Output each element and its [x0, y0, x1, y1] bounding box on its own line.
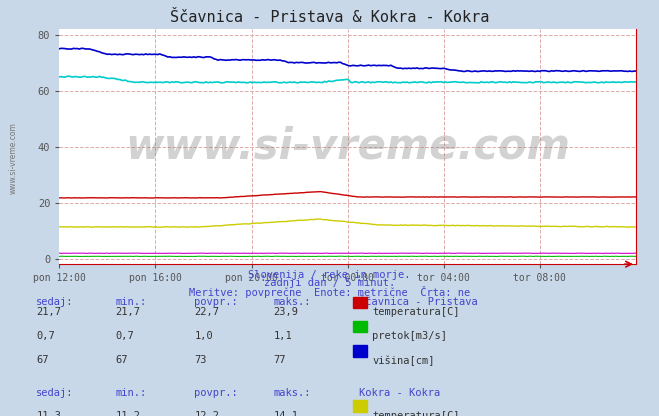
Text: www.si-vreme.com: www.si-vreme.com [125, 126, 570, 168]
Text: 67: 67 [115, 355, 128, 365]
Text: 1,0: 1,0 [194, 331, 213, 341]
Text: povpr.:: povpr.: [194, 297, 238, 307]
Text: 0,7: 0,7 [36, 331, 55, 341]
Text: 11,2: 11,2 [115, 411, 140, 416]
Text: 0,7: 0,7 [115, 331, 134, 341]
Text: sedaj:: sedaj: [36, 388, 74, 398]
Text: Slovenija / reke in morje.: Slovenija / reke in morje. [248, 270, 411, 280]
Text: zadnji dan / 5 minut.: zadnji dan / 5 minut. [264, 278, 395, 288]
Text: 1,1: 1,1 [273, 331, 292, 341]
Text: povpr.:: povpr.: [194, 388, 238, 398]
Text: 73: 73 [194, 355, 207, 365]
Text: www.si-vreme.com: www.si-vreme.com [9, 122, 18, 194]
Text: višina[cm]: višina[cm] [372, 355, 435, 366]
Text: Kokra - Kokra: Kokra - Kokra [359, 388, 440, 398]
Text: temperatura[C]: temperatura[C] [372, 307, 460, 317]
Text: min.:: min.: [115, 388, 146, 398]
Text: maks.:: maks.: [273, 297, 311, 307]
Text: 77: 77 [273, 355, 286, 365]
Text: temperatura[C]: temperatura[C] [372, 411, 460, 416]
Text: 11,3: 11,3 [36, 411, 61, 416]
Text: 12,2: 12,2 [194, 411, 219, 416]
Text: min.:: min.: [115, 297, 146, 307]
Text: 23,9: 23,9 [273, 307, 299, 317]
Text: sedaj:: sedaj: [36, 297, 74, 307]
Text: 21,7: 21,7 [36, 307, 61, 317]
Text: pretok[m3/s]: pretok[m3/s] [372, 331, 447, 341]
Text: Ščavnica - Pristava & Kokra - Kokra: Ščavnica - Pristava & Kokra - Kokra [170, 10, 489, 25]
Text: maks.:: maks.: [273, 388, 311, 398]
Text: Meritve: povprečne  Enote: metrične  Črta: ne: Meritve: povprečne Enote: metrične Črta:… [189, 286, 470, 298]
Text: 67: 67 [36, 355, 49, 365]
Text: Ščavnica - Pristava: Ščavnica - Pristava [359, 297, 478, 307]
Text: 21,7: 21,7 [115, 307, 140, 317]
Text: 22,7: 22,7 [194, 307, 219, 317]
Text: 14,1: 14,1 [273, 411, 299, 416]
